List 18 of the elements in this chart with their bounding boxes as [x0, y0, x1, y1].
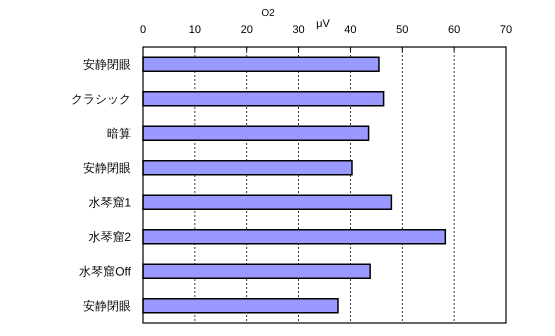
- y-tick-label: クラシック: [71, 92, 131, 106]
- x-axis-title: μV: [316, 18, 330, 30]
- y-tick-label: 安静閉眼: [83, 298, 131, 313]
- x-tick-label: 30: [292, 24, 305, 36]
- y-tick-label: 暗算: [107, 126, 131, 140]
- x-tick-label: 50: [396, 24, 408, 36]
- x-tick-label: 40: [344, 24, 357, 36]
- y-tick-label: 安静閉眼: [83, 57, 131, 72]
- x-tick-label: 70: [500, 24, 512, 36]
- x-tick-label: 10: [188, 24, 201, 36]
- y-tick-label: 水琴窟1: [88, 195, 132, 210]
- y-tick-label: 水琴窟Off: [79, 264, 132, 278]
- x-tick-label: 20: [240, 24, 253, 36]
- x-tick-label: 60: [448, 24, 460, 36]
- y-tick-label: 水琴窟2: [88, 230, 132, 244]
- x-tick-label: 0: [140, 24, 146, 36]
- chart-title: O2: [261, 8, 276, 19]
- y-tick-label: 安静閉眼: [83, 160, 131, 175]
